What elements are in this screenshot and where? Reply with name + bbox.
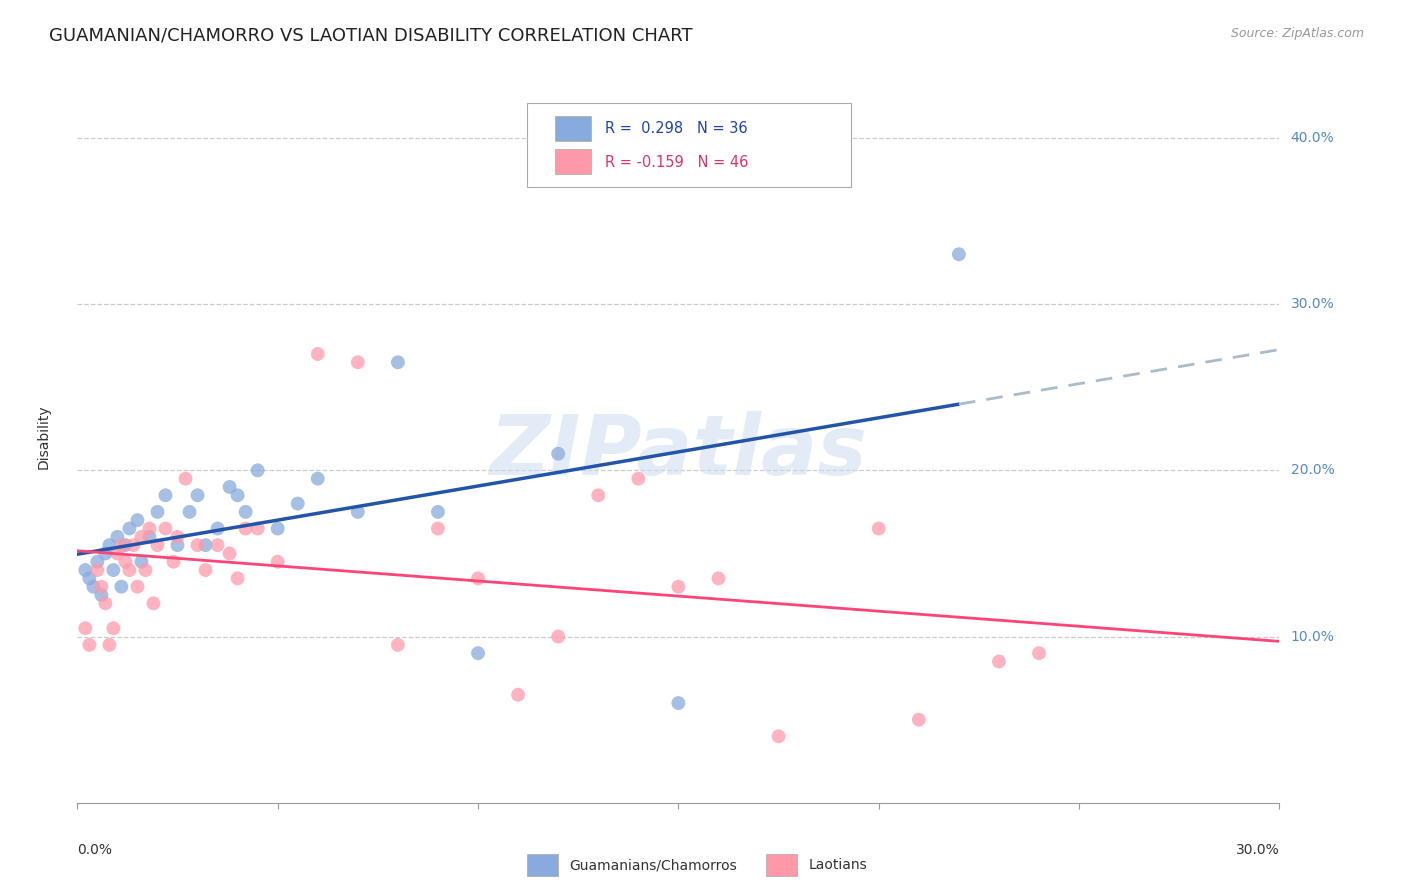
Point	[627, 472, 650, 486]
Point	[668, 580, 690, 594]
Point	[387, 355, 409, 369]
Point	[267, 521, 290, 535]
Point	[122, 538, 145, 552]
Text: Guamanians/Chamorros: Guamanians/Chamorros	[569, 858, 737, 872]
Text: 40.0%: 40.0%	[1291, 131, 1334, 145]
Point	[207, 521, 229, 535]
Point	[103, 621, 125, 635]
Point	[131, 530, 153, 544]
Point	[246, 463, 269, 477]
Point	[668, 696, 690, 710]
Point	[287, 497, 309, 511]
Point	[186, 538, 209, 552]
Point	[82, 580, 104, 594]
Point	[347, 355, 370, 369]
Point	[166, 530, 188, 544]
Point	[110, 580, 132, 594]
Point	[467, 646, 489, 660]
Point	[218, 480, 240, 494]
Text: R = -0.159   N = 46: R = -0.159 N = 46	[605, 155, 748, 169]
Point	[131, 555, 153, 569]
Point	[707, 571, 730, 585]
Point	[174, 472, 197, 486]
Text: GUAMANIAN/CHAMORRO VS LAOTIAN DISABILITY CORRELATION CHART: GUAMANIAN/CHAMORRO VS LAOTIAN DISABILITY…	[49, 27, 693, 45]
Text: 20.0%: 20.0%	[1291, 463, 1334, 477]
Point	[547, 630, 569, 644]
Text: Laotians: Laotians	[808, 858, 868, 872]
Point	[75, 563, 97, 577]
Point	[127, 580, 149, 594]
Text: ZIPatlas: ZIPatlas	[489, 411, 868, 492]
Point	[94, 596, 117, 610]
Text: R =  0.298   N = 36: R = 0.298 N = 36	[605, 121, 747, 136]
Point	[226, 571, 249, 585]
Point	[246, 521, 269, 535]
Text: 0.0%: 0.0%	[77, 843, 112, 857]
Point	[86, 555, 108, 569]
Point	[103, 563, 125, 577]
Point	[427, 505, 450, 519]
Point	[235, 521, 257, 535]
Point	[98, 638, 121, 652]
Point	[186, 488, 209, 502]
Point	[127, 513, 149, 527]
Point	[387, 638, 409, 652]
Point	[427, 521, 450, 535]
Point	[1028, 646, 1050, 660]
Point	[508, 688, 530, 702]
Point	[166, 538, 188, 552]
Point	[988, 655, 1011, 669]
Point	[588, 488, 610, 502]
Point	[467, 571, 489, 585]
Point	[162, 555, 184, 569]
Point	[307, 472, 329, 486]
Point	[90, 580, 112, 594]
Point	[908, 713, 931, 727]
Point	[118, 521, 141, 535]
Point	[94, 546, 117, 560]
Text: Disability: Disability	[37, 405, 51, 469]
Point	[107, 546, 129, 560]
Point	[155, 488, 177, 502]
Point	[347, 505, 370, 519]
Point	[98, 538, 121, 552]
Point	[179, 505, 201, 519]
Point	[155, 521, 177, 535]
Text: Source: ZipAtlas.com: Source: ZipAtlas.com	[1230, 27, 1364, 40]
Point	[142, 596, 165, 610]
Point	[235, 505, 257, 519]
Point	[75, 621, 97, 635]
Point	[146, 538, 169, 552]
Text: 30.0%: 30.0%	[1291, 297, 1334, 311]
Point	[110, 538, 132, 552]
Point	[207, 538, 229, 552]
Text: 10.0%: 10.0%	[1291, 630, 1334, 643]
Point	[768, 729, 790, 743]
Point	[146, 505, 169, 519]
Point	[138, 521, 160, 535]
Point	[86, 563, 108, 577]
Point	[194, 563, 217, 577]
Point	[90, 588, 112, 602]
Point	[134, 563, 156, 577]
Point	[868, 521, 890, 535]
Point	[107, 530, 129, 544]
Point	[267, 555, 290, 569]
Point	[114, 555, 136, 569]
Point	[194, 538, 217, 552]
Point	[138, 530, 160, 544]
Point	[547, 447, 569, 461]
Point	[114, 538, 136, 552]
Point	[218, 546, 240, 560]
Point	[307, 347, 329, 361]
Point	[79, 571, 101, 585]
Point	[118, 563, 141, 577]
Point	[948, 247, 970, 261]
Point	[226, 488, 249, 502]
Point	[79, 638, 101, 652]
Text: 30.0%: 30.0%	[1236, 843, 1279, 857]
